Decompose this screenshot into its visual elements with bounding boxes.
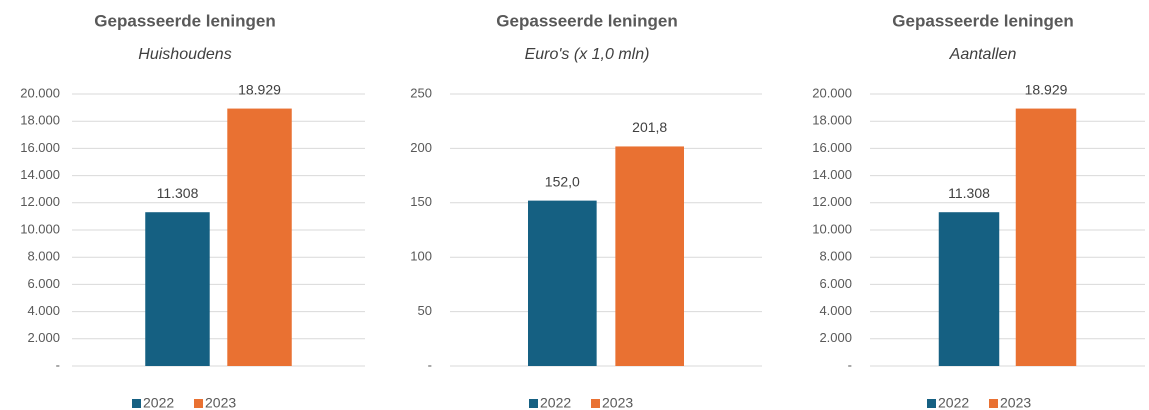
y-tick-label: 10.000 bbox=[812, 221, 852, 236]
legend-label: 2022 bbox=[143, 395, 174, 410]
bar bbox=[938, 212, 1000, 366]
y-tick-label: 250 bbox=[410, 85, 432, 100]
y-tick-label: 6.000 bbox=[27, 276, 60, 291]
y-tick-label: 14.000 bbox=[20, 167, 60, 182]
legend-swatch bbox=[529, 399, 538, 408]
legend-label: 2022 bbox=[540, 395, 571, 410]
bar bbox=[227, 108, 292, 366]
y-tick-label: 16.000 bbox=[812, 140, 852, 155]
value-label: 18.929 bbox=[1025, 81, 1068, 97]
chart-subtitle: Huishoudens bbox=[138, 46, 231, 63]
chart-title: Gepasseerde leningen bbox=[496, 11, 677, 30]
legend-label: 2022 bbox=[938, 395, 969, 410]
legend-label: 2023 bbox=[205, 395, 236, 410]
y-tick-label: 8.000 bbox=[27, 249, 60, 264]
chart-subtitle: Euro's (x 1,0 mln) bbox=[525, 46, 650, 63]
bar bbox=[145, 212, 210, 366]
y-tick-label: 2.000 bbox=[819, 330, 852, 345]
chart-title: Gepasseerde leningen bbox=[94, 11, 275, 30]
y-tick-label: 18.000 bbox=[812, 113, 852, 128]
y-tick-label: 18.000 bbox=[20, 113, 60, 128]
value-label: 11.308 bbox=[157, 185, 199, 201]
y-tick-label: 12.000 bbox=[812, 194, 852, 209]
bar bbox=[528, 200, 597, 366]
y-tick-label: 10.000 bbox=[20, 221, 60, 236]
legend-label: 2023 bbox=[1000, 395, 1031, 410]
legend-swatch bbox=[591, 399, 600, 408]
y-tick-label: 150 bbox=[410, 194, 432, 209]
y-tick-label: - bbox=[848, 357, 852, 372]
y-tick-label: 200 bbox=[410, 140, 432, 155]
chart-title: Gepasseerde leningen bbox=[892, 11, 1073, 30]
y-tick-label: 8.000 bbox=[819, 249, 852, 264]
y-tick-label: 4.000 bbox=[819, 303, 852, 318]
y-tick-label: 20.000 bbox=[20, 85, 60, 100]
bar bbox=[1015, 108, 1077, 366]
legend-swatch bbox=[194, 399, 203, 408]
y-tick-label: 50 bbox=[418, 303, 432, 318]
chart-subtitle: Aantallen bbox=[949, 46, 1017, 63]
value-label: 152,0 bbox=[545, 173, 580, 189]
y-tick-label: 2.000 bbox=[27, 330, 60, 345]
legend-swatch bbox=[132, 399, 141, 408]
y-tick-label: - bbox=[56, 357, 60, 372]
legend-swatch bbox=[989, 399, 998, 408]
legend-swatch bbox=[927, 399, 936, 408]
y-tick-label: 12.000 bbox=[20, 194, 60, 209]
value-label: 18.929 bbox=[238, 81, 281, 97]
y-tick-label: 100 bbox=[410, 249, 432, 264]
y-tick-label: 16.000 bbox=[20, 140, 60, 155]
value-label: 11.308 bbox=[948, 185, 990, 201]
y-tick-label: 6.000 bbox=[819, 276, 852, 291]
y-tick-label: 14.000 bbox=[812, 167, 852, 182]
bar bbox=[615, 146, 684, 366]
y-tick-label: 20.000 bbox=[812, 85, 852, 100]
y-tick-label: - bbox=[428, 357, 432, 372]
legend-label: 2023 bbox=[602, 395, 633, 410]
y-tick-label: 4.000 bbox=[27, 303, 60, 318]
value-label: 201,8 bbox=[632, 119, 667, 135]
